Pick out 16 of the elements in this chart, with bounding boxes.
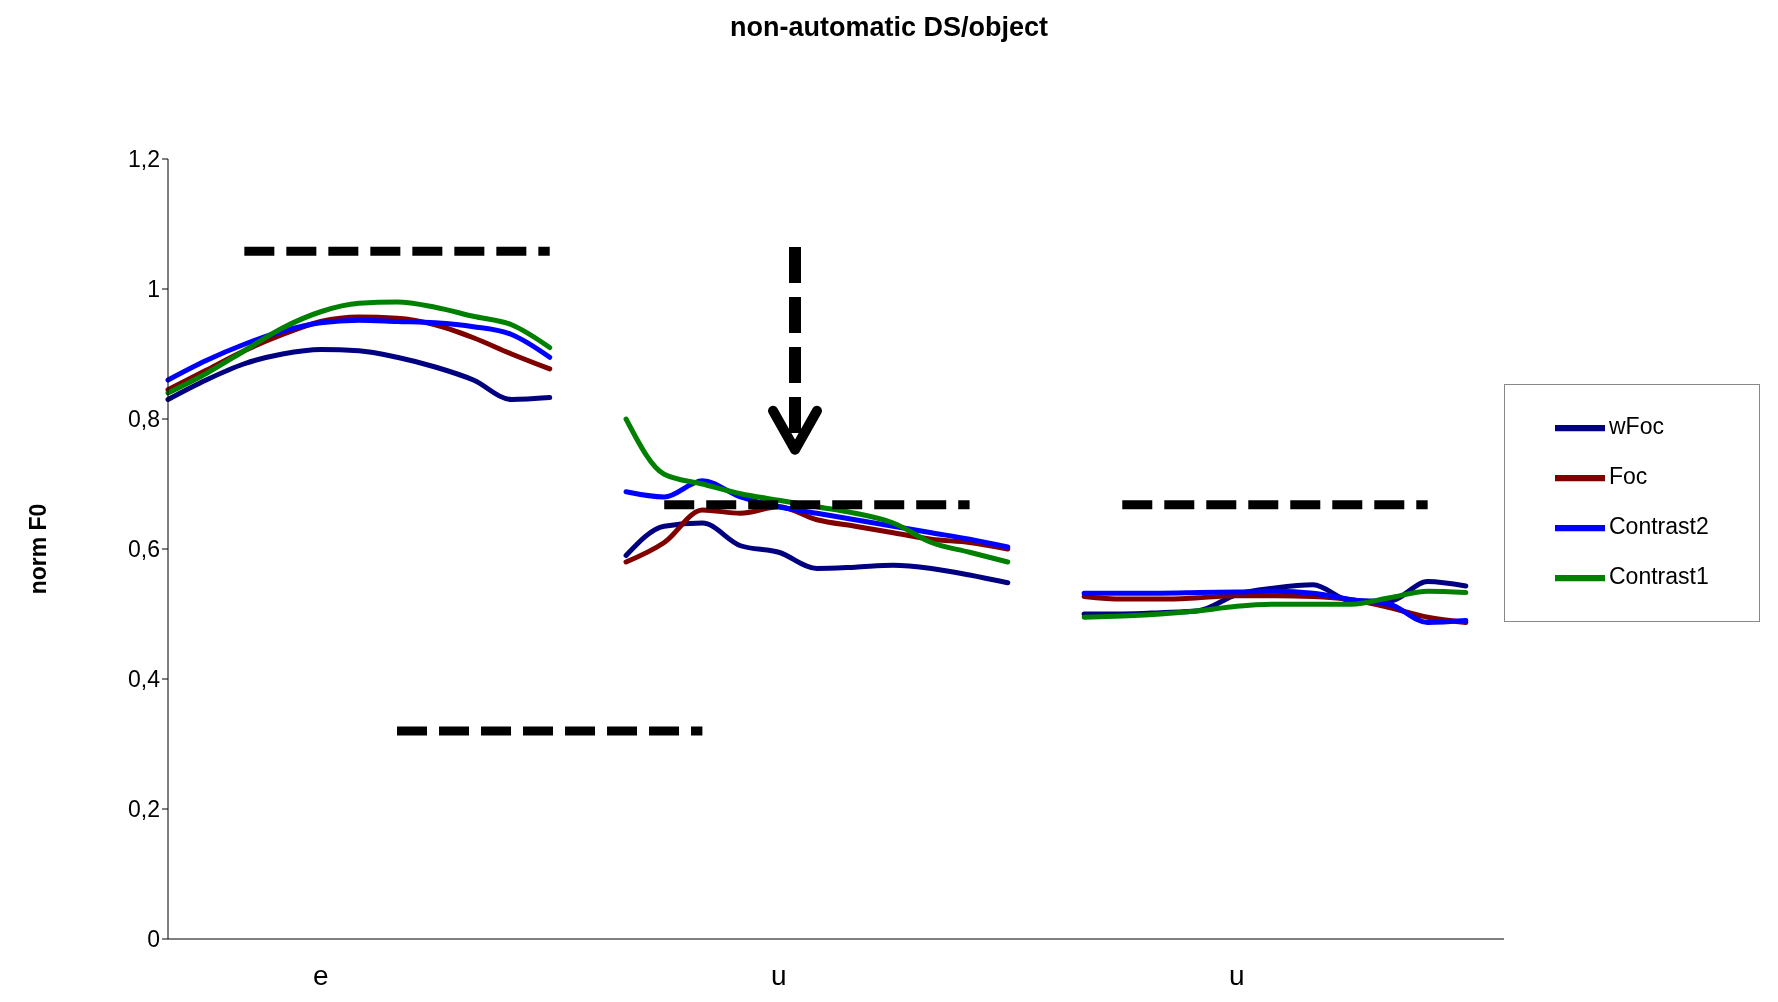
y-tick-label: 1 [147, 276, 160, 303]
y-tick-label: 1,2 [128, 146, 160, 173]
chart-title: non-automatic DS/object [729, 12, 1049, 43]
y-tick-label: 0,6 [128, 536, 160, 563]
legend-label: Foc [1609, 463, 1648, 490]
x-tick-label: e [312, 959, 329, 991]
y-tick-label: 0 [147, 926, 160, 953]
legend-label: wFoc [1609, 413, 1664, 440]
y-tick-label: 0,4 [128, 666, 161, 693]
y-tick-label: 0,8 [128, 406, 160, 433]
legend-label: Contrast1 [1609, 563, 1709, 590]
y-axis-title: norm F0 [25, 503, 52, 595]
x-tick-label: u [1229, 959, 1245, 991]
y-tick-label: 0,2 [128, 796, 160, 823]
legend-label: Contrast2 [1609, 513, 1709, 540]
x-tick-label: u [770, 959, 787, 991]
